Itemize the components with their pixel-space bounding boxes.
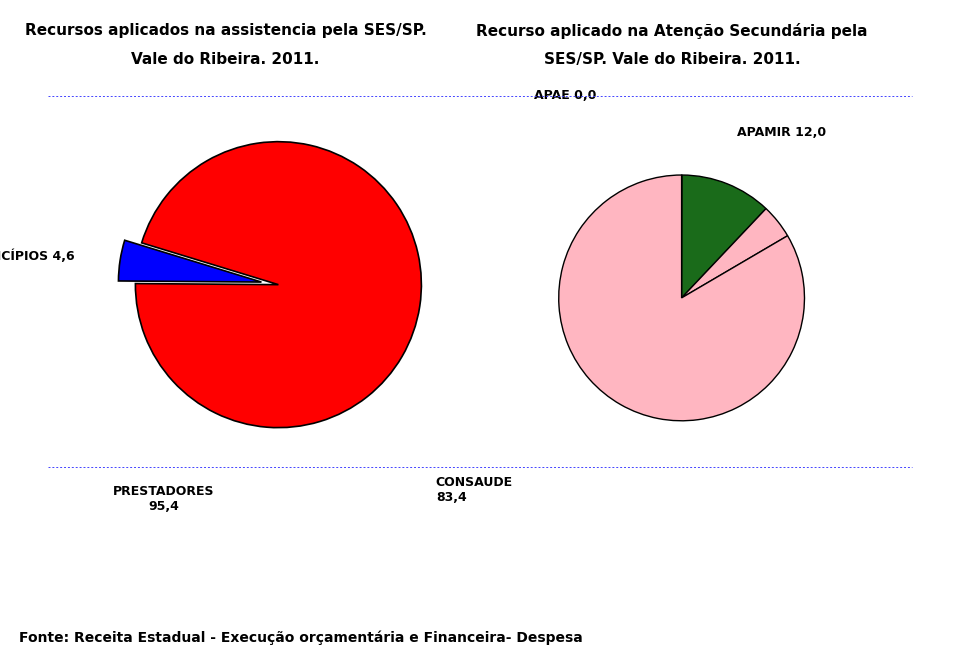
Text: Recurso aplicado na Atenção Secundária pela: Recurso aplicado na Atenção Secundária p… — [476, 23, 868, 39]
Wedge shape — [559, 175, 804, 421]
Text: Fonte: Receita Estadual - Execução orçamentária e Financeira- Despesa: Fonte: Receita Estadual - Execução orçam… — [19, 631, 583, 645]
Wedge shape — [682, 175, 766, 298]
Text: PRESTADORES
95,4: PRESTADORES 95,4 — [113, 485, 215, 513]
Wedge shape — [135, 142, 421, 428]
Text: Recursos aplicados na assistencia pela SES/SP.: Recursos aplicados na assistencia pela S… — [25, 23, 426, 38]
Text: CONSAUDE
83,4: CONSAUDE 83,4 — [436, 476, 513, 504]
Wedge shape — [682, 209, 787, 298]
Text: Vale do Ribeira. 2011.: Vale do Ribeira. 2011. — [132, 52, 320, 67]
Text: MUNICÍPIOS 4,6: MUNICÍPIOS 4,6 — [0, 250, 75, 263]
Text: APAE 0,0: APAE 0,0 — [534, 89, 596, 102]
Wedge shape — [118, 240, 261, 282]
Text: APAMIR 12,0: APAMIR 12,0 — [737, 126, 826, 138]
Text: SES/SP. Vale do Ribeira. 2011.: SES/SP. Vale do Ribeira. 2011. — [543, 52, 801, 67]
